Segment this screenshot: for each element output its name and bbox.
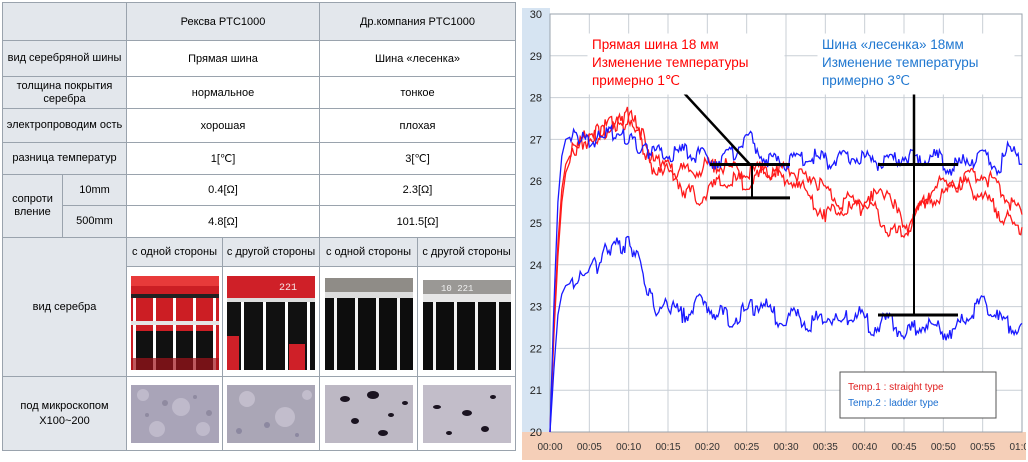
y-tick-label: 29 bbox=[530, 51, 542, 63]
header-empty-cell bbox=[2, 2, 127, 41]
blue-series-line bbox=[549, 235, 1023, 433]
temp-difference-reksva: 1[℃] bbox=[126, 142, 320, 175]
silver-photo-reksva-back: 221 bbox=[227, 275, 315, 370]
y-tick-label: 23 bbox=[530, 302, 542, 314]
y-tick-label: 28 bbox=[530, 93, 542, 105]
legend-entry-temp2: Temp.2 : ladder type bbox=[848, 398, 939, 409]
busbar-type-other: Шина «лесенка» bbox=[319, 40, 516, 77]
legend-entry-temp1: Temp.1 : straight type bbox=[848, 382, 944, 393]
photo-cell-other-back: 10 221 bbox=[417, 266, 516, 377]
resistance-500mm-reksva: 4.8[Ω] bbox=[126, 205, 320, 238]
silver-photo-other-back: 10 221 bbox=[422, 275, 511, 370]
subheader-other-side-1: с другой стороны bbox=[222, 237, 320, 267]
resistance-size-10mm: 10mm bbox=[62, 174, 127, 206]
coating-thickness-reksva: нормальное bbox=[126, 76, 320, 109]
coating-thickness-other: тонкое bbox=[319, 76, 516, 109]
subheader-one-side-1: с одной стороны bbox=[126, 237, 223, 267]
comparison-table: Рексва PTC1000 Др.компания PTC1000 вид с… bbox=[2, 2, 516, 451]
temperature-chart-panel: 20 21 22 23 24 25 26 27 28 29 30 00:00 00:05 00:10 00:… bbox=[522, 8, 1026, 460]
y-tick-label: 20 bbox=[530, 427, 542, 439]
ladder-annotation-line: Шина «лесенка» 18мм bbox=[822, 37, 964, 52]
temperature-chart: 20 21 22 23 24 25 26 27 28 29 30 00:00 00:05 00:10 00:… bbox=[522, 8, 1026, 460]
y-tick-label: 22 bbox=[530, 343, 542, 355]
x-tick-label: 00:55 bbox=[970, 442, 995, 453]
silver-photo-other-front bbox=[324, 275, 413, 370]
resistance-10mm-other: 2.3[Ω] bbox=[319, 174, 516, 206]
x-tick-label: 00:50 bbox=[931, 442, 956, 453]
ladder-annotation-line: примерно 3℃ bbox=[822, 73, 910, 88]
micro-cell-reksva-back bbox=[222, 376, 320, 451]
x-axis-band bbox=[522, 432, 1026, 460]
x-tick-label: 00:15 bbox=[655, 442, 680, 453]
x-tick-label: 00:00 bbox=[537, 442, 562, 453]
conductivity-other: плохая bbox=[319, 108, 516, 143]
x-tick-label: 00:45 bbox=[891, 442, 916, 453]
ladder-annotation-line: Изменение температуры bbox=[822, 55, 978, 70]
row-label-silver-view: вид серебра bbox=[2, 237, 127, 377]
row-label-conductivity: электропроводим ость bbox=[2, 108, 127, 143]
x-tick-label: 00:10 bbox=[616, 442, 641, 453]
microscope-label: под микроскопом bbox=[20, 399, 109, 412]
subheader-one-side-2: с одной стороны bbox=[319, 237, 418, 267]
photo-cell-other-front bbox=[319, 266, 418, 377]
y-tick-label: 27 bbox=[530, 134, 542, 146]
resistance-10mm-reksva: 0.4[Ω] bbox=[126, 174, 320, 206]
y-tick-label: 30 bbox=[530, 9, 542, 21]
microscope-magnification: X100~200 bbox=[39, 414, 90, 427]
busbar-type-reksva: Прямая шина bbox=[126, 40, 320, 77]
straight-annotation-line: Прямая шина 18 мм bbox=[592, 37, 719, 52]
y-tick-label: 25 bbox=[530, 218, 542, 230]
photo-print-text-1: 221 bbox=[279, 283, 297, 294]
conductivity-reksva: хорошая bbox=[126, 108, 320, 143]
micro-photo-other-front bbox=[324, 384, 413, 443]
resistance-size-500mm: 500mm bbox=[62, 205, 127, 238]
row-label-resistance: сопроти вление bbox=[2, 174, 63, 238]
x-tick-label: 00:30 bbox=[773, 442, 798, 453]
temp-difference-other: 3[℃] bbox=[319, 142, 516, 175]
x-tick-label: 00:25 bbox=[734, 442, 759, 453]
blue-series-line bbox=[549, 123, 1023, 433]
comparison-table-panel: Рексва PTC1000 Др.компания PTC1000 вид с… bbox=[2, 2, 516, 459]
y-tick-label: 21 bbox=[530, 385, 542, 397]
straight-annotation-line: Изменение температуры bbox=[592, 55, 748, 70]
x-tick-label: 00:40 bbox=[852, 442, 877, 453]
silver-photo-reksva-front bbox=[130, 275, 219, 370]
legend-box bbox=[839, 371, 997, 419]
micro-photo-reksva-back bbox=[227, 384, 315, 443]
photo-print-text-2: 10 221 bbox=[441, 284, 473, 294]
y-tick-label: 26 bbox=[530, 176, 542, 188]
row-label-temp-difference: разница температур bbox=[2, 142, 127, 175]
y-tick-label: 24 bbox=[530, 260, 542, 272]
micro-cell-reksva-front bbox=[126, 376, 223, 451]
row-label-microscope: под микроскопом X100~200 bbox=[2, 376, 127, 451]
micro-cell-other-back bbox=[417, 376, 516, 451]
straight-annotation-line: примерно 1℃ bbox=[592, 73, 680, 88]
micro-photo-reksva-front bbox=[130, 384, 219, 443]
y-axis-band bbox=[522, 8, 550, 432]
resistance-500mm-other: 101.5[Ω] bbox=[319, 205, 516, 238]
micro-cell-other-front bbox=[319, 376, 418, 451]
photo-cell-reksva-front bbox=[126, 266, 223, 377]
header-reksva: Рексва PTC1000 bbox=[126, 2, 320, 41]
straight-annotation-box bbox=[587, 33, 785, 95]
x-tick-label: 00:05 bbox=[577, 442, 602, 453]
row-label-coating-thickness: толщина покрытия серебра bbox=[2, 76, 127, 109]
ladder-annotation-box bbox=[817, 33, 1015, 95]
row-label-busbar-type: вид серебряной шины bbox=[2, 40, 127, 77]
subheader-other-side-2: с другой стороны bbox=[417, 237, 516, 267]
micro-photo-other-back bbox=[422, 384, 511, 443]
x-tick-label: 00:20 bbox=[695, 442, 720, 453]
x-tick-label: 01:00 bbox=[1009, 442, 1026, 453]
header-other-company: Др.компания PTC1000 bbox=[319, 2, 516, 41]
x-tick-label: 00:35 bbox=[813, 442, 838, 453]
plot-frame bbox=[549, 13, 1023, 433]
photo-cell-reksva-back: 221 bbox=[222, 266, 320, 377]
